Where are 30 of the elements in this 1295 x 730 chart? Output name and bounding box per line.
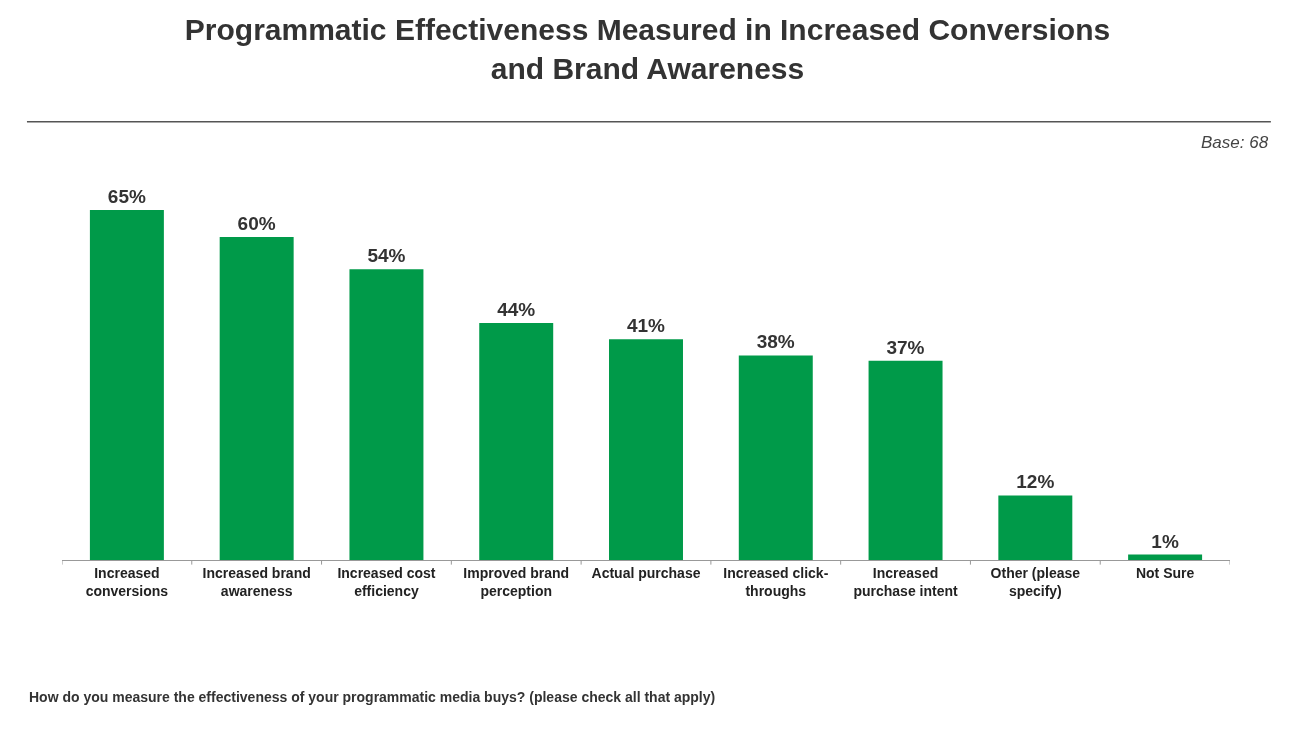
x-tick-label: Increased cost efficiency	[337, 564, 436, 599]
x-tick-label: Other (please specify)	[990, 564, 1081, 599]
text: Base: 68	[1201, 133, 1269, 152]
bar	[998, 495, 1073, 560]
x-tick-label: Increased brand awareness	[202, 564, 311, 599]
x-tick-label: Increased purchase intent	[853, 564, 959, 599]
x-tick-label: Not Sure	[1135, 564, 1195, 581]
bar	[1128, 554, 1203, 560]
chart-title: Programmatic Effectiveness Measured in Increased Conversions and Brand Awareness	[184, 13, 1111, 86]
data-label: 12%	[1016, 471, 1055, 493]
data-label: 60%	[237, 212, 276, 234]
data-label: 44%	[497, 299, 536, 321]
bar	[609, 339, 683, 560]
text: How do you measure the effectiveness of your programmatic media buys? (please check all that apply)	[29, 689, 716, 705]
x-tick-label: Increased conversions	[85, 564, 169, 599]
x-tick-label: Improved brand perception	[463, 564, 570, 599]
data-label: 37%	[886, 336, 925, 358]
bar	[219, 236, 294, 560]
bar	[738, 355, 813, 560]
bar	[479, 323, 554, 560]
x-tick-label: Actual purchase	[591, 564, 701, 581]
x-tick-label: Increased click-throughs	[723, 564, 829, 599]
bar	[89, 210, 164, 560]
bar	[868, 360, 943, 560]
data-label: 65%	[107, 186, 146, 207]
data-label: 41%	[626, 315, 666, 337]
data-label: 1%	[1151, 530, 1179, 552]
data-label: 38%	[756, 331, 795, 353]
data-label: 54%	[367, 245, 406, 267]
bar	[349, 269, 424, 560]
